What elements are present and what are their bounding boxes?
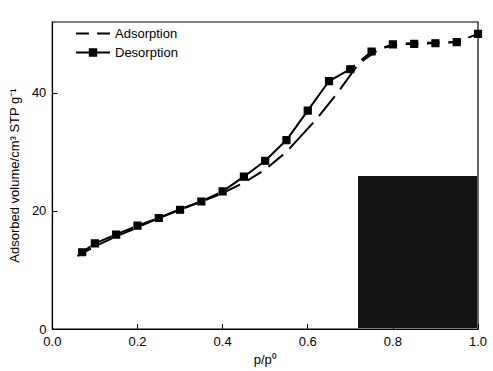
svg-text:0.6: 0.6	[299, 334, 317, 349]
svg-text:40: 40	[32, 85, 46, 100]
svg-text:20: 20	[32, 203, 46, 218]
svg-text:0.0: 0.0	[43, 334, 61, 349]
svg-text:0.2: 0.2	[128, 334, 146, 349]
svg-text:0: 0	[39, 321, 47, 337]
svg-text:Adsorbed volume/cm³ STP g⁻¹: Adsorbed volume/cm³ STP g⁻¹	[7, 88, 22, 263]
svg-text:0.8: 0.8	[384, 334, 402, 349]
svg-text:Desorption: Desorption	[115, 45, 178, 60]
svg-text:Adsorption: Adsorption	[115, 26, 177, 41]
svg-text:0.4: 0.4	[214, 334, 232, 349]
svg-text:p/p⁰: p/p⁰	[254, 352, 277, 367]
svg-text:1.0: 1.0	[469, 334, 487, 349]
